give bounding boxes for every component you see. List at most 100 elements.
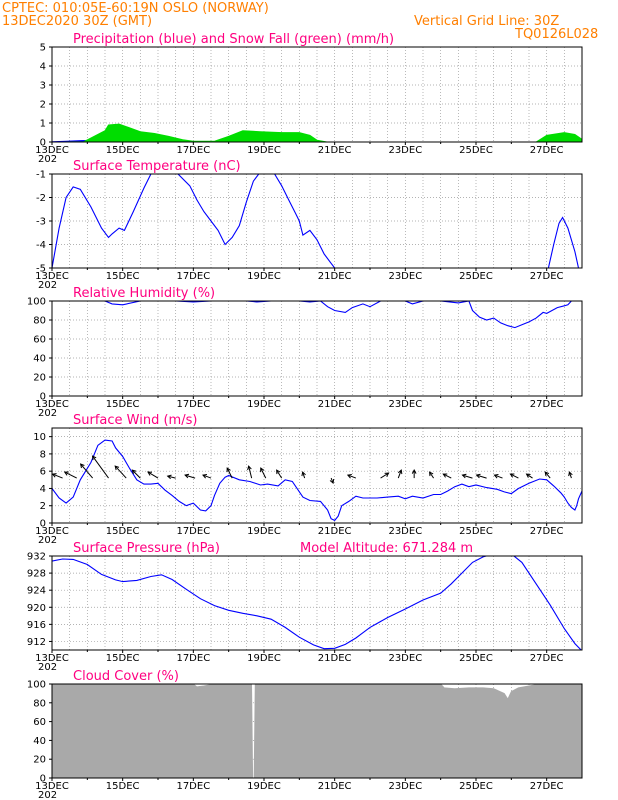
series-line-1 (52, 439, 582, 522)
y-tick-label: -1 (36, 170, 46, 181)
y-tick-label: 932 (27, 552, 46, 563)
series-line-1 (52, 556, 582, 650)
y-tick-label: 2 (40, 100, 46, 111)
wind-arrow-head (346, 474, 352, 479)
panel-2: -5 -4 -3 -2 -1 13DEC 15DEC 17DEC 19DEC 21DEC 23DEC… (35, 159, 583, 291)
wind-arrow-head (493, 474, 499, 479)
wind-arrow-head (79, 463, 85, 469)
wind-arrow (526, 473, 533, 479)
wind-arrow-head (525, 473, 531, 478)
x-tick-label: 19DEC (247, 653, 281, 664)
wind-arrow-head (91, 455, 97, 461)
y-tick-label: -5 (36, 264, 46, 275)
wind-arrow-head (51, 473, 57, 478)
wind-arrow-head (131, 469, 137, 475)
panel-1: 0 1 2 3 4 5 13DEC 15DEC 17DEC 19DEC 21DEC 23DEC 25DE… (35, 32, 583, 165)
x-tick-label: 21DEC (318, 526, 352, 537)
x-tick-label: 25DEC (459, 526, 493, 537)
x-tick-label: 27DEC (530, 145, 564, 156)
y-tick-label: 20 (33, 755, 46, 766)
x-tick-label: 23DEC (388, 271, 422, 282)
series-area-1 (52, 684, 582, 778)
wind-arrows (51, 455, 573, 485)
y-tick-label: 0 (40, 519, 46, 530)
wind-arrow (380, 472, 389, 479)
wind-arrow (184, 474, 196, 479)
y-tick-label: 2 (40, 501, 46, 512)
panels: 0 1 2 3 4 5 13DEC 15DEC 17DEC 19DEC 21DEC 23DEC 25DE… (27, 32, 583, 800)
x-tick-label: 21DEC (318, 271, 352, 282)
wind-arrow (302, 471, 306, 479)
x-tick-label: 23DEC (388, 399, 422, 410)
wind-arrow (510, 473, 519, 479)
y-tick-label: 916 (27, 620, 46, 631)
y-tick-label: 100 (27, 297, 46, 308)
y-tick-label: 60 (33, 717, 46, 728)
x-tick-label: 13DEC (35, 526, 69, 537)
wind-arrow (114, 465, 127, 479)
wind-arrow (147, 471, 159, 479)
wind-arrow-head (114, 465, 120, 471)
x-tick-label: 13DEC (35, 653, 69, 664)
y-tick-label: 8 (40, 449, 46, 460)
panel-annotation: Model Altitude: 671.284 m (300, 541, 473, 556)
header-location: CPTEC: 010:05E-60:19N OSLO (NORWAY) (2, 1, 269, 16)
wind-arrow-head (226, 467, 231, 473)
wind-arrow (131, 469, 141, 479)
x-tick-label: 21DEC (318, 399, 352, 410)
x-tick-label: 27DEC (530, 271, 564, 282)
panel-title: Cloud Cover (%) (73, 669, 179, 684)
y-tick-label: 3 (40, 81, 46, 92)
x-tick-label: 23DEC (388, 781, 422, 792)
y-tick-label: 80 (33, 698, 46, 709)
y-tick-label: 924 (27, 586, 46, 597)
wind-arrow (462, 474, 473, 479)
panel-6: 0 20 40 60 80 100 13DEC 15DEC 17DEC 19DEC 21DEC 23D… (27, 669, 583, 800)
y-tick-label: 920 (27, 603, 46, 614)
y-tick-label: 100 (27, 680, 46, 691)
x-year-label: 202 (38, 408, 57, 419)
x-tick-label: 21DEC (318, 781, 352, 792)
wind-arrow (167, 475, 176, 479)
series-line-1 (52, 174, 580, 268)
y-tick-label: 0 (40, 774, 46, 785)
wind-arrow (202, 474, 212, 479)
wind-arrow (397, 469, 402, 479)
x-tick-label: 17DEC (176, 145, 210, 156)
wind-arrow-head (260, 467, 265, 473)
wind-arrow (476, 474, 487, 479)
wind-arrow-head (461, 473, 467, 479)
x-year-label: 202 (38, 535, 57, 546)
panel-4: 0 2 4 6 8 10 13DEC 15DEC 17DEC 19DEC 21DEC 23DEC 25D… (33, 413, 583, 546)
x-tick-label: 17DEC (176, 271, 210, 282)
x-tick-label: 15DEC (106, 145, 140, 156)
wind-arrow (248, 465, 253, 479)
x-tick-label: 25DEC (459, 145, 493, 156)
x-tick-label: 15DEC (106, 271, 140, 282)
x-tick-label: 17DEC (176, 653, 210, 664)
panel-5: 912 916 920 924 928 932 13DEC 15DEC 17DEC 19DEC 21… (27, 541, 583, 673)
header-date: 13DEC2020 30Z (GMT) (2, 14, 152, 29)
panel-title: Precipitation (blue) and Snow Fall (gree… (73, 32, 394, 47)
y-tick-label: -3 (36, 217, 46, 228)
x-tick-label: 19DEC (247, 781, 281, 792)
wind-arrow-head (397, 469, 403, 475)
y-tick-label: 912 (27, 637, 46, 648)
x-tick-label: 25DEC (459, 271, 493, 282)
wind-arrow-head (247, 465, 252, 471)
wind-arrow (64, 471, 77, 479)
x-tick-label: 21DEC (318, 145, 352, 156)
wind-arrow (443, 473, 452, 479)
x-tick-label: 27DEC (530, 526, 564, 537)
header-model-id: TQ0126L028 (514, 27, 598, 42)
wind-arrow-head (202, 474, 208, 479)
x-tick-label: 13DEC (35, 781, 69, 792)
y-tick-label: 5 (40, 43, 46, 54)
panel-frame (51, 300, 583, 397)
series-line-1 (52, 301, 582, 329)
x-tick-label: 19DEC (247, 399, 281, 410)
wind-arrow-head (301, 471, 306, 477)
wind-arrow (226, 467, 233, 479)
panel-title: Surface Wind (m/s) (73, 413, 197, 428)
x-tick-label: 27DEC (530, 653, 564, 664)
